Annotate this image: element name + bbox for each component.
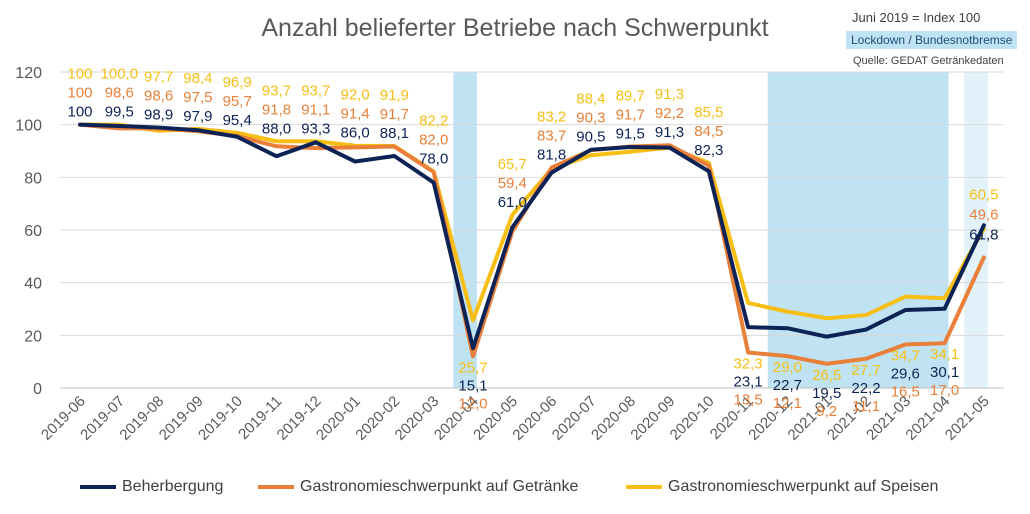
data-label-beherbergung-2020-07: 90,5 [576,129,605,146]
data-label-speisen-2021-02: 27,7 [851,362,880,379]
data-label-getraenke-2019-08: 98,6 [144,88,173,105]
data-label-speisen-2020-10: 85,5 [694,104,723,121]
legend-label-beherbergung: Beherbergung [122,478,224,495]
data-label-speisen-2020-12: 29,0 [773,359,802,376]
lockdown-note: Lockdown / Bundesnotbremse [846,31,1018,49]
legend-swatch-speisen [626,485,662,489]
legend-item-speisen: Gastronomieschwerpunkt auf Speisen [626,478,938,496]
y-tick-label-40: 40 [24,276,42,293]
data-label-speisen-2020-03: 82,2 [419,113,448,130]
data-label-beherbergung-2019-07: 99,5 [105,104,134,121]
data-label-speisen-2020-11: 32,3 [733,355,762,372]
y-tick-label-100: 100 [15,118,42,135]
data-label-getraenke-2020-04: 12,0 [458,395,487,412]
y-tick-label-80: 80 [24,170,42,187]
data-label-speisen-2019-11: 93,7 [262,82,291,99]
data-label-beherbergung-2019-09: 97,9 [183,108,212,125]
data-label-beherbergung-2020-01: 86,0 [340,125,369,142]
data-label-speisen-2019-09: 98,4 [183,70,212,87]
data-label-speisen-2020-05: 65,7 [498,156,527,173]
data-label-speisen-2020-02: 91,9 [380,87,409,104]
data-label-getraenke-2020-12: 12,1 [773,395,802,412]
data-label-beherbergung-2020-12: 22,7 [773,377,802,394]
index-note: Juni 2019 = Index 100 [852,10,981,25]
data-label-speisen-2020-08: 89,7 [616,88,645,105]
legend: Beherbergung Gastronomieschwerpunkt auf … [0,478,1030,500]
data-label-beherbergung-2021-02: 22,2 [851,380,880,397]
data-label-beherbergung-2020-03: 78,0 [419,151,448,168]
data-label-beherbergung-2020-06: 81,8 [537,147,566,164]
data-label-getraenke-2021-03: 16,5 [891,384,920,401]
data-label-getraenke-2021-04: 17,0 [930,382,959,399]
data-label-getraenke-2020-11: 13,5 [733,391,762,408]
data-label-getraenke-2021-02: 11,1 [852,398,880,415]
data-label-beherbergung-2021-03: 29,6 [891,366,920,383]
data-label-getraenke-2020-01: 91,4 [340,106,369,123]
data-label-speisen-2021-01: 26,5 [812,367,841,384]
data-label-speisen-2020-06: 83,2 [537,109,566,126]
x-tick-label-2020-10: 2020-10 [667,393,718,444]
data-label-getraenke-2020-03: 82,0 [419,132,448,149]
data-label-beherbergung-2020-04: 15,1 [458,377,487,394]
data-label-getraenke-2020-05: 59,4 [498,175,527,192]
x-tick-label-2019-10: 2019-10 [195,393,246,444]
data-label-getraenke-2020-07: 90,3 [576,110,605,127]
data-label-speisen-2019-10: 96,9 [223,74,252,91]
legend-label-getraenke: Gastronomieschwerpunkt auf Getränke [300,478,579,495]
series-line-beherbergung [78,122,986,351]
data-label-beherbergung-2019-06: 100 [67,104,92,121]
source-note: Quelle: GEDAT Getränkedaten [853,55,1004,67]
data-label-getraenke-2019-07: 98,6 [105,85,134,102]
data-label-speisen-2021-04: 34,1 [930,346,959,363]
data-label-beherbergung-2021-05: 61,8 [969,226,998,243]
data-label-getraenke-2019-11: 91,8 [262,101,291,118]
data-label-beherbergung-2020-02: 88,1 [380,125,409,142]
series-line-speisen [78,122,986,323]
data-label-beherbergung-2019-08: 98,9 [144,107,173,124]
data-label-getraenke-2021-01: 9,2 [816,403,837,420]
legend-swatch-beherbergung [80,485,116,489]
data-label-speisen-2021-03: 34,7 [891,348,920,365]
data-label-beherbergung-2020-10: 82,3 [694,142,723,159]
data-label-getraenke-2019-09: 97,5 [183,89,212,106]
data-label-beherbergung-2020-05: 61,0 [498,194,527,211]
x-tick-label-2021-05: 2021-05 [942,393,993,444]
data-label-getraenke-2020-06: 83,7 [537,128,566,145]
chart-title: Anzahl belieferter Betriebe nach Schwerp… [261,14,769,42]
data-label-speisen-2019-12: 93,7 [301,82,330,99]
data-label-getraenke-2020-08: 91,7 [616,107,645,124]
data-label-speisen-2020-01: 92,0 [340,87,369,104]
data-label-getraenke-2021-05: 49,6 [969,206,998,223]
data-label-speisen-2019-07: 100,0 [101,66,139,83]
data-label-beherbergung-2021-04: 30,1 [930,364,959,381]
data-label-speisen-2020-07: 88,4 [576,91,605,108]
data-label-speisen-2019-08: 97,7 [144,69,173,86]
y-tick-label-0: 0 [33,381,42,398]
y-tick-label-120: 120 [15,65,42,82]
legend-label-speisen: Gastronomieschwerpunkt auf Speisen [668,478,939,495]
data-label-speisen-2019-06: 100 [67,66,92,83]
data-label-speisen-2020-04: 25,7 [458,359,487,376]
legend-item-getraenke: Gastronomieschwerpunkt auf Getränke [258,478,578,496]
data-label-beherbergung-2021-01: 19,5 [812,385,841,402]
legend-item-beherbergung: Beherbergung [80,478,223,496]
data-label-beherbergung-2019-12: 93,3 [301,120,330,137]
data-label-getraenke-2019-12: 91,1 [301,101,330,118]
data-label-getraenke-2020-09: 92,2 [655,105,684,122]
data-label-getraenke-2019-06: 100 [67,85,92,102]
data-label-beherbergung-2019-11: 88,0 [262,120,291,137]
data-label-speisen-2020-09: 91,3 [655,86,684,103]
y-tick-label-20: 20 [24,328,42,345]
data-label-beherbergung-2020-08: 91,5 [616,126,645,143]
data-label-getraenke-2020-02: 91,7 [380,106,409,123]
data-label-beherbergung-2020-09: 91,3 [655,124,684,141]
data-label-beherbergung-2019-10: 95,4 [223,112,252,129]
y-tick-label-60: 60 [24,223,42,240]
legend-swatch-getraenke [258,485,294,489]
data-label-getraenke-2020-10: 84,5 [694,123,723,140]
data-label-beherbergung-2020-11: 23,1 [733,373,762,390]
data-label-speisen-2021-05: 60,5 [969,186,998,203]
data-label-getraenke-2019-10: 95,7 [223,93,252,110]
